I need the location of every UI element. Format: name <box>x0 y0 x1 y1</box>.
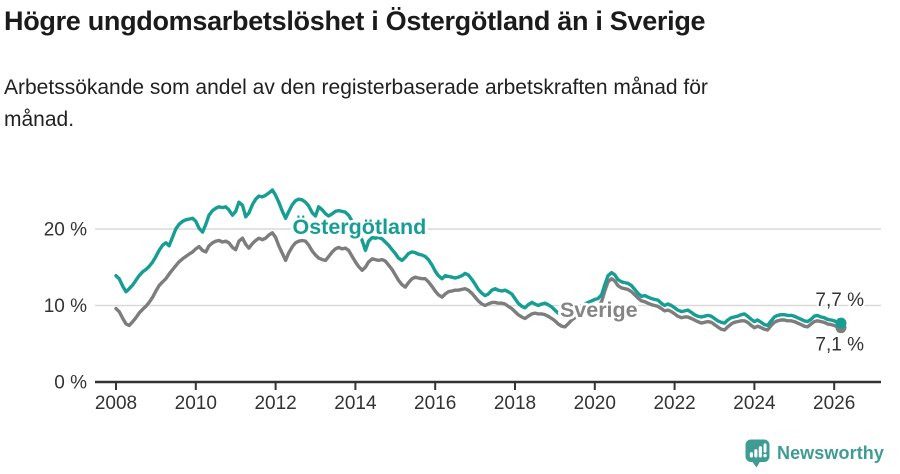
page-title: Högre ungdomsarbetslöshet i Östergötland… <box>4 6 706 36</box>
newsworthy-logo[interactable]: Newsworthy <box>745 439 884 468</box>
series-label-ostergotland: Östergötland <box>292 214 426 239</box>
x-axis-tick-label: 2020 <box>574 393 616 414</box>
x-axis-tick-label: 2018 <box>494 393 536 414</box>
x-axis-tick-label: 2022 <box>653 393 695 414</box>
newsworthy-bar-chart-bubble-icon <box>745 439 770 468</box>
series-line-ostergotland <box>114 188 843 328</box>
chart-subtitle: Arbetssökande som andel av den registerb… <box>4 76 708 131</box>
x-axis-tick-label: 2012 <box>254 393 296 414</box>
y-axis-tick-label: 0 % <box>54 373 87 394</box>
x-axis-tick-label: 2010 <box>175 393 217 414</box>
series-label-sverige: Sverige <box>560 298 638 322</box>
x-axis-tick-label: 2014 <box>334 393 377 414</box>
x-axis-tick-label: 2016 <box>414 393 456 414</box>
x-axis-tick-label: 2008 <box>95 393 137 414</box>
series-line-sverige <box>114 231 843 332</box>
y-axis-tick-label: 10 % <box>44 296 87 317</box>
x-axis-tick-label: 2024 <box>733 393 776 414</box>
end-value-label-ostergotland: 7,7 % <box>815 290 864 311</box>
y-axis-tick-label: 20 % <box>44 220 87 241</box>
end-value-label-sverige: 7,1 % <box>815 335 864 356</box>
series-end-dot-ostergotland <box>835 317 847 329</box>
newsworthy-logo-text: Newsworthy <box>776 443 884 463</box>
x-axis-tick-label: 2026 <box>813 393 855 414</box>
